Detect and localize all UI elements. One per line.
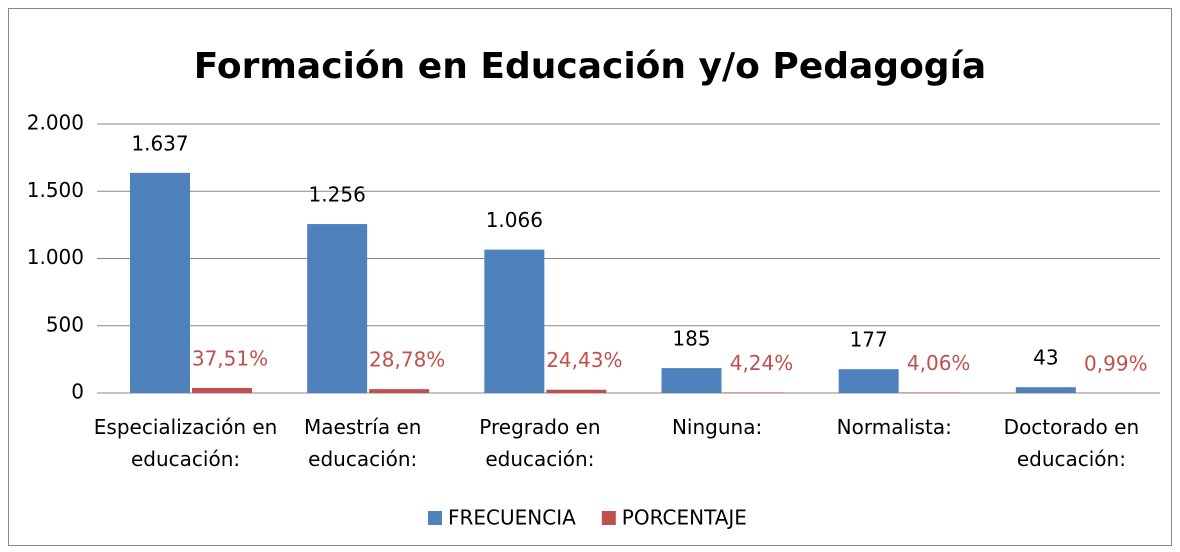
bar bbox=[307, 224, 368, 393]
x-tick-label: Maestría en educación: bbox=[304, 415, 422, 471]
data-label: 0,99% bbox=[1084, 351, 1148, 375]
data-label: 28,78% bbox=[369, 348, 445, 372]
y-tick-label: 1.000 bbox=[27, 245, 84, 269]
x-tick-label: Pregrado en educación: bbox=[479, 415, 601, 471]
data-label: 1.066 bbox=[486, 208, 543, 232]
x-tick-label: Especialización en educación: bbox=[93, 415, 278, 471]
y-tick-label: 0 bbox=[71, 380, 84, 404]
data-label: 24,43% bbox=[546, 348, 622, 372]
bar bbox=[661, 368, 722, 393]
bar bbox=[192, 387, 252, 393]
bar bbox=[546, 389, 607, 393]
bar bbox=[369, 389, 430, 393]
bar bbox=[1015, 387, 1076, 393]
legend-label: FRECUENCIA bbox=[448, 506, 576, 530]
bar bbox=[723, 392, 784, 393]
legend-swatch bbox=[428, 511, 442, 525]
data-label: 1.637 bbox=[131, 131, 188, 155]
data-label: 177 bbox=[850, 328, 888, 352]
x-tick-label: Ninguna: bbox=[671, 415, 763, 439]
bar bbox=[484, 249, 545, 393]
legend-label: PORCENTAJE bbox=[622, 506, 747, 530]
x-tick-label: Normalista: bbox=[836, 415, 952, 439]
data-label: 37,51% bbox=[192, 346, 268, 370]
chart-frame bbox=[8, 8, 1172, 546]
data-label: 1.256 bbox=[309, 183, 366, 207]
legend-swatch bbox=[601, 511, 616, 525]
chart-title: Formación en Educación y/o Pedagogía bbox=[194, 46, 986, 87]
bar bbox=[838, 369, 899, 393]
bar bbox=[130, 172, 190, 393]
y-tick-label: 2.000 bbox=[27, 111, 84, 135]
data-label: 4,06% bbox=[907, 351, 971, 375]
data-label: 4,24% bbox=[730, 351, 794, 375]
y-tick-label: 1.500 bbox=[27, 178, 84, 202]
y-tick-label: 500 bbox=[46, 312, 84, 336]
data-label: 185 bbox=[672, 327, 710, 351]
data-label: 43 bbox=[1033, 346, 1058, 370]
bar bbox=[900, 392, 961, 393]
x-tick-label: Doctorado en educación: bbox=[1003, 415, 1140, 471]
